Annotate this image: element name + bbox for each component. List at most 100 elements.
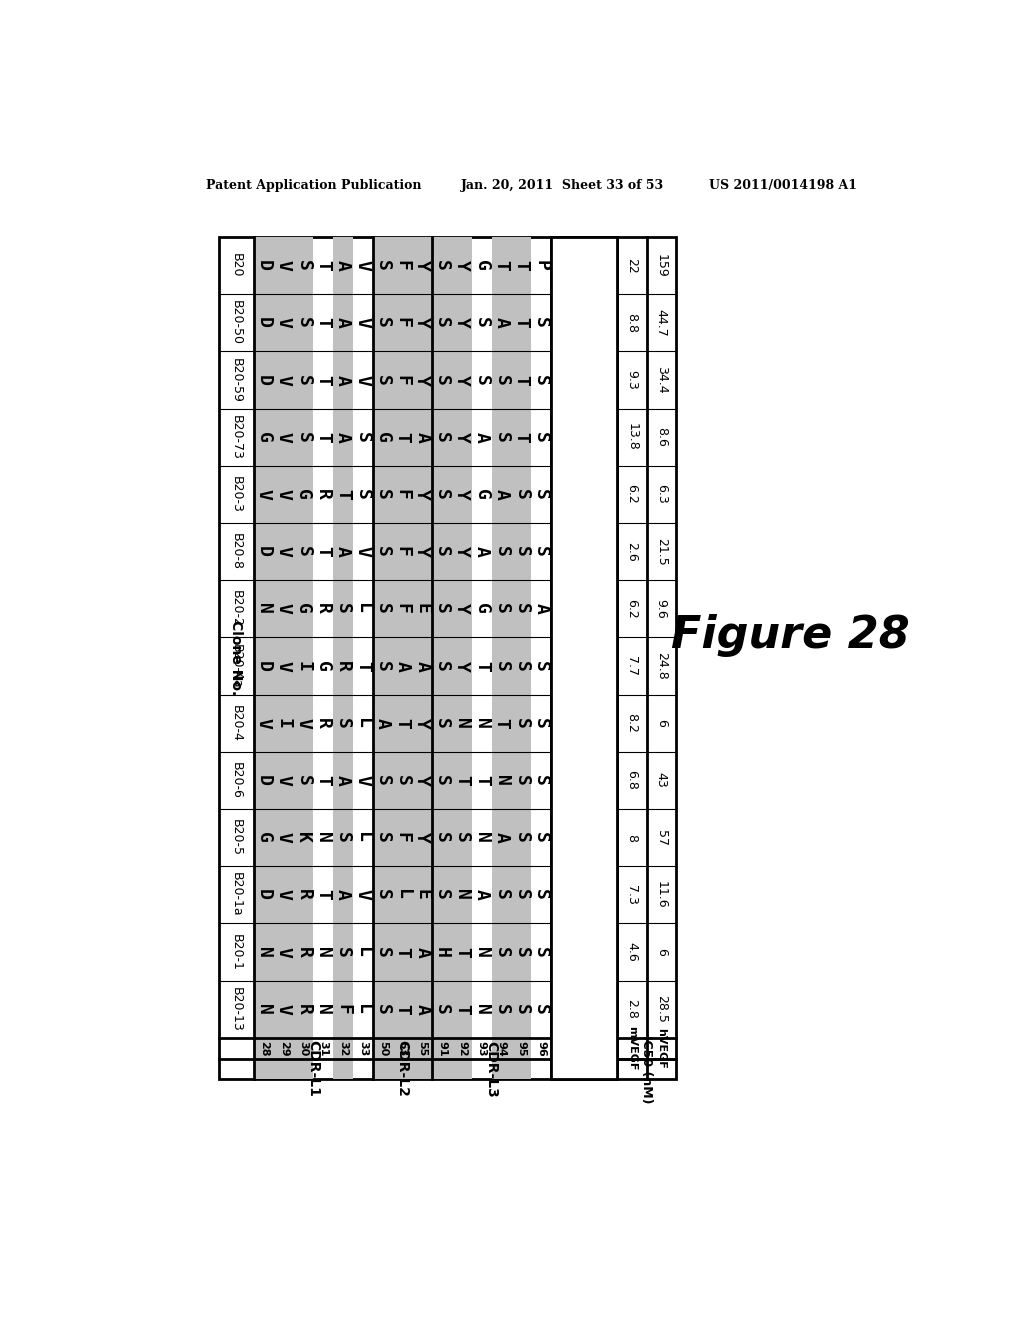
Text: 31: 31 xyxy=(318,1041,329,1056)
Bar xyxy=(452,351,472,409)
Text: A: A xyxy=(334,546,352,557)
Text: 6.3: 6.3 xyxy=(654,484,668,504)
Text: A: A xyxy=(374,718,392,729)
Text: S: S xyxy=(374,660,392,672)
Text: I: I xyxy=(295,660,312,672)
Text: N: N xyxy=(314,946,332,957)
Bar xyxy=(492,409,512,466)
Text: S: S xyxy=(374,946,392,957)
Bar xyxy=(373,351,392,409)
Bar xyxy=(254,752,273,809)
Text: S: S xyxy=(433,1003,452,1015)
Text: S: S xyxy=(334,603,352,614)
Text: S: S xyxy=(374,1003,392,1015)
Text: R: R xyxy=(334,660,352,672)
Text: S: S xyxy=(512,890,530,900)
Text: 8.2: 8.2 xyxy=(626,713,638,733)
Text: R: R xyxy=(314,603,332,614)
Bar xyxy=(392,294,413,351)
Text: D: D xyxy=(255,775,272,785)
Text: N: N xyxy=(493,775,511,785)
Text: T: T xyxy=(453,1003,471,1015)
Bar xyxy=(512,351,531,409)
Bar xyxy=(254,523,273,581)
Bar xyxy=(373,694,392,752)
Bar xyxy=(273,809,294,866)
Text: A: A xyxy=(334,890,352,900)
Bar xyxy=(432,694,452,752)
Bar xyxy=(413,581,432,638)
Text: S: S xyxy=(532,890,550,900)
Text: IC50 (nM): IC50 (nM) xyxy=(640,1035,653,1104)
Text: Y: Y xyxy=(453,603,471,614)
Text: B20-1: B20-1 xyxy=(229,933,243,970)
Bar xyxy=(273,638,294,694)
Text: H: H xyxy=(433,946,452,957)
Text: Clone No.: Clone No. xyxy=(229,620,244,696)
Text: 53: 53 xyxy=(397,1041,408,1056)
Text: T: T xyxy=(393,946,412,957)
Text: V: V xyxy=(354,890,372,900)
Text: 6.2: 6.2 xyxy=(626,599,638,619)
Text: T: T xyxy=(314,375,332,385)
Bar xyxy=(512,638,531,694)
Text: S: S xyxy=(374,375,392,385)
Bar xyxy=(413,809,432,866)
Text: 2.6: 2.6 xyxy=(626,541,638,561)
Bar xyxy=(432,981,452,1038)
Text: 7.7: 7.7 xyxy=(626,656,638,676)
Text: A: A xyxy=(473,890,490,900)
Text: L: L xyxy=(354,946,372,957)
Text: S: S xyxy=(374,890,392,900)
Text: T: T xyxy=(314,890,332,900)
Text: S: S xyxy=(433,775,452,785)
Bar xyxy=(273,694,294,752)
Bar xyxy=(294,981,313,1038)
Bar xyxy=(373,924,392,981)
Text: N: N xyxy=(473,1003,490,1015)
Bar xyxy=(492,581,512,638)
Bar xyxy=(512,409,531,466)
Text: B20-3: B20-3 xyxy=(229,477,243,512)
Text: Y: Y xyxy=(453,260,471,271)
Text: 44.7: 44.7 xyxy=(654,309,668,337)
Text: N: N xyxy=(255,946,272,957)
Bar xyxy=(294,238,313,294)
Text: A: A xyxy=(414,1003,431,1015)
Bar xyxy=(392,351,413,409)
Text: Y: Y xyxy=(453,375,471,385)
Text: 7.3: 7.3 xyxy=(626,884,638,904)
Text: G: G xyxy=(374,432,392,442)
Bar xyxy=(333,294,353,351)
Text: S: S xyxy=(512,832,530,843)
Text: 30: 30 xyxy=(298,1041,308,1056)
Text: S: S xyxy=(433,432,452,442)
Text: V: V xyxy=(274,317,293,329)
Text: S: S xyxy=(473,375,490,385)
Text: S: S xyxy=(433,317,452,329)
Bar xyxy=(413,866,432,924)
Text: V: V xyxy=(274,660,293,672)
Text: Y: Y xyxy=(414,832,431,843)
Text: A: A xyxy=(493,488,511,500)
Text: B20-13: B20-13 xyxy=(229,987,243,1031)
Bar xyxy=(373,1038,392,1078)
Text: A: A xyxy=(414,946,431,957)
Text: N: N xyxy=(453,890,471,900)
Text: G: G xyxy=(295,488,312,500)
Bar xyxy=(512,981,531,1038)
Text: A: A xyxy=(334,317,352,329)
Bar xyxy=(492,351,512,409)
Text: Y: Y xyxy=(453,546,471,557)
Text: Y: Y xyxy=(414,718,431,729)
Text: V: V xyxy=(354,317,372,329)
Text: R: R xyxy=(314,718,332,729)
Bar xyxy=(254,809,273,866)
Text: V: V xyxy=(274,546,293,557)
Text: S: S xyxy=(374,546,392,557)
Text: 11.6: 11.6 xyxy=(654,880,668,908)
Bar xyxy=(551,238,617,1078)
Text: F: F xyxy=(393,317,412,329)
Text: S: S xyxy=(532,775,550,785)
Text: S: S xyxy=(433,488,452,500)
